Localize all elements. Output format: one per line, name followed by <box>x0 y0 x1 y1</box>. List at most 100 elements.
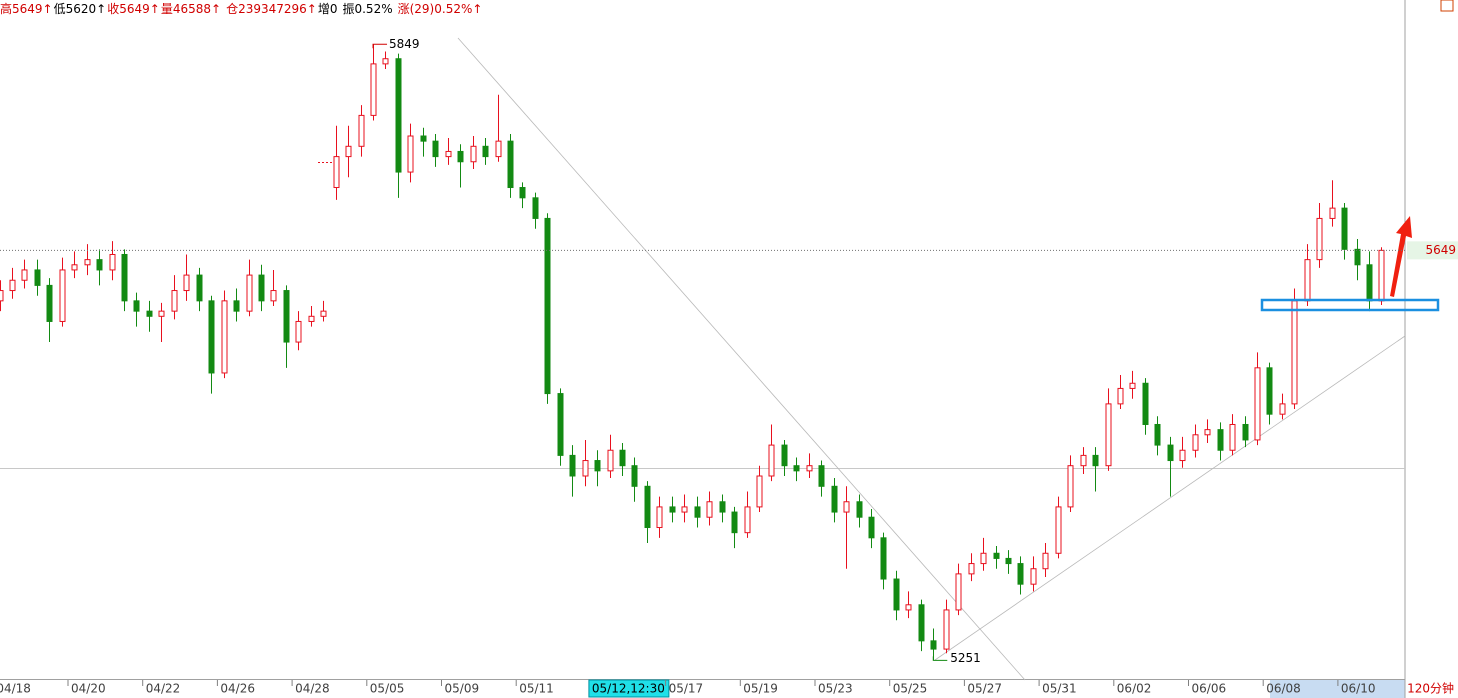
x-tick-label: 05/31 <box>1042 682 1077 696</box>
last-price-label: 5649 <box>1425 243 1456 257</box>
candle-body <box>21 269 28 281</box>
candle-body <box>270 290 277 302</box>
info-item: 高5649↑ <box>0 1 53 16</box>
candle-body <box>59 269 66 322</box>
candle-body <box>856 501 863 518</box>
candle-body <box>495 140 502 158</box>
info-item: 振0.52% <box>342 2 392 16</box>
candle-body <box>719 501 726 513</box>
candle-body <box>793 465 800 472</box>
candle-body <box>470 145 477 163</box>
selection-band <box>1270 680 1405 698</box>
candle-body <box>1117 387 1124 405</box>
candle-body <box>656 506 663 529</box>
info-item: 仓239347296↑ <box>226 2 317 16</box>
candle-body <box>993 552 1000 559</box>
candle-body <box>1341 207 1348 250</box>
candle-body <box>1279 403 1286 415</box>
candle-body <box>519 187 526 199</box>
candle-body <box>358 114 365 147</box>
candle-body <box>308 315 315 322</box>
candle-body <box>246 274 253 312</box>
window-icon[interactable] <box>1440 0 1454 12</box>
x-tick-label: 05/09 <box>445 682 480 696</box>
info-item: 低5620↑ <box>54 2 107 16</box>
candle-body <box>482 145 489 158</box>
candle-body <box>0 290 4 302</box>
candle-body <box>171 290 178 312</box>
candle-body <box>1329 207 1336 219</box>
candle-body <box>868 516 875 539</box>
low-annotation: 5251 <box>950 651 981 665</box>
candle-body <box>1229 423 1236 451</box>
candle-body <box>1017 563 1024 585</box>
candle-body <box>1042 552 1049 570</box>
candle-body <box>1366 264 1373 302</box>
x-tick-label: 04/26 <box>220 682 255 696</box>
candle-body <box>1092 454 1099 467</box>
candle-body <box>1030 568 1037 585</box>
candle-body <box>905 604 912 611</box>
candle-body <box>744 506 751 534</box>
candle-body <box>96 259 103 271</box>
candle-body <box>1067 465 1074 508</box>
candle-body <box>831 485 838 513</box>
candle-body <box>283 290 290 343</box>
trend-line <box>457 37 1026 681</box>
candle-body <box>295 320 302 343</box>
candle-body <box>1378 249 1385 302</box>
high-annotation: 5849 <box>389 37 420 51</box>
x-tick-label: 04/28 <box>295 682 330 696</box>
cursor-label-bg <box>588 679 670 698</box>
candle-body <box>880 537 887 580</box>
candle-body <box>34 269 41 286</box>
candle-body <box>183 274 190 292</box>
candle-body <box>1167 444 1174 462</box>
candle-body <box>1129 382 1136 389</box>
candle-body <box>644 485 651 529</box>
candle-body <box>607 449 614 472</box>
arrow <box>1390 216 1412 297</box>
period-label[interactable]: 120分钟 <box>1407 681 1454 696</box>
candle-body <box>731 511 738 534</box>
x-tick-label: 04/18 <box>0 682 31 696</box>
candle-body <box>594 460 601 472</box>
candle-body <box>258 274 265 302</box>
candle-body <box>457 150 464 163</box>
candle-body <box>233 300 240 312</box>
candle-body <box>1080 454 1087 467</box>
candle-body <box>918 604 925 642</box>
candle-body <box>756 475 763 508</box>
x-tick-label: 06/02 <box>1117 682 1152 696</box>
info-item: 收5649↑ <box>107 2 160 16</box>
info-item: 量46588↑ <box>161 2 221 16</box>
candle-body <box>395 58 402 173</box>
candle-body <box>1354 248 1361 266</box>
candle-body <box>768 444 775 477</box>
candle-body <box>370 63 377 116</box>
candle-body <box>1316 217 1323 261</box>
candle-body <box>221 300 228 374</box>
candle-body <box>706 501 713 518</box>
candle-body <box>9 279 16 292</box>
candle-body <box>158 310 165 317</box>
x-tick-label: 05/19 <box>743 682 778 696</box>
candle-body <box>420 135 427 142</box>
candle-body <box>1304 259 1311 302</box>
candle-body <box>1142 382 1149 425</box>
candle-body <box>1192 434 1199 451</box>
candle-body <box>382 58 389 65</box>
x-tick-label: 06/08 <box>1266 682 1301 696</box>
candle-body <box>955 573 962 611</box>
candle-body <box>133 300 140 312</box>
candle-body <box>582 460 589 477</box>
x-tick-label: 05/27 <box>967 682 1002 696</box>
highlight-box[interactable] <box>1260 298 1440 312</box>
x-tick-label: 05/25 <box>893 682 928 696</box>
candle-body <box>968 563 975 575</box>
candle-body <box>333 156 340 189</box>
last-price-bg <box>1407 241 1458 260</box>
candle-body <box>681 506 688 513</box>
info-bar: 高5649↑低5620↑收5649↑量46588↑ 仓239347296↑增0 振0… <box>0 1 482 16</box>
